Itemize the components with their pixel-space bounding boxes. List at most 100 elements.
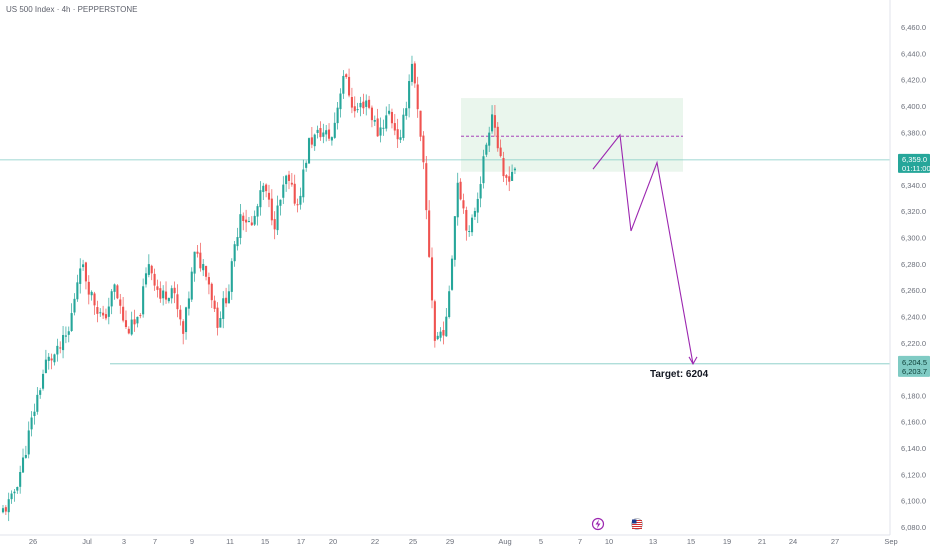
candle[interactable] [127, 326, 130, 335]
candle[interactable] [485, 142, 488, 158]
candle[interactable] [247, 217, 251, 223]
candle[interactable] [305, 160, 308, 172]
candle[interactable] [207, 272, 210, 295]
candle[interactable] [282, 176, 285, 205]
candle[interactable] [1, 505, 5, 514]
candles-layer[interactable] [1, 55, 516, 522]
candle[interactable] [296, 198, 299, 213]
candle[interactable] [473, 207, 476, 221]
candle[interactable] [216, 302, 219, 336]
candle[interactable] [508, 166, 511, 192]
candle[interactable] [345, 73, 348, 79]
candle[interactable] [179, 305, 182, 326]
candle[interactable] [64, 326, 67, 344]
candle[interactable] [256, 203, 259, 226]
candle[interactable] [399, 129, 402, 143]
candle[interactable] [13, 488, 16, 502]
candle[interactable] [73, 293, 76, 316]
candle[interactable] [428, 200, 431, 259]
candle[interactable] [322, 123, 325, 144]
candle[interactable] [76, 274, 79, 302]
candle[interactable] [87, 275, 90, 305]
candle[interactable] [176, 284, 179, 318]
candle[interactable] [19, 465, 22, 494]
candle[interactable] [70, 303, 73, 332]
candle[interactable] [265, 183, 268, 198]
candle[interactable] [16, 486, 19, 494]
us-flag-icon[interactable] [631, 518, 643, 530]
candle[interactable] [93, 291, 96, 315]
candle[interactable] [333, 112, 336, 139]
candle[interactable] [356, 102, 359, 113]
candle[interactable] [119, 293, 122, 314]
candle[interactable] [330, 136, 333, 146]
candle[interactable] [453, 215, 456, 267]
candle[interactable] [393, 114, 396, 136]
candle[interactable] [184, 306, 188, 340]
time-axis[interactable]: 26 Jul 3 7 9 11 15 17 20 22 25 29 Aug 5 7 10 13 15 19 21 24 2… [0, 534, 898, 546]
candle[interactable] [47, 353, 50, 370]
candle[interactable] [159, 281, 162, 303]
candle[interactable] [196, 245, 199, 258]
candle[interactable] [153, 268, 156, 291]
candle[interactable] [90, 290, 93, 301]
candle[interactable] [4, 505, 7, 516]
candle[interactable] [227, 284, 230, 304]
candle[interactable] [491, 105, 494, 134]
candle[interactable] [10, 490, 13, 504]
candle[interactable] [285, 174, 288, 192]
candle[interactable] [53, 353, 56, 366]
candle[interactable] [325, 124, 328, 142]
candle[interactable] [270, 189, 273, 226]
candle[interactable] [287, 170, 291, 190]
candle[interactable] [213, 295, 216, 313]
candle[interactable] [408, 74, 411, 118]
candle[interactable] [33, 403, 36, 425]
candle[interactable] [513, 167, 516, 175]
candle[interactable] [416, 76, 419, 118]
candle[interactable] [142, 278, 145, 318]
candle[interactable] [67, 326, 70, 343]
candle[interactable] [124, 310, 128, 330]
candle[interactable] [465, 206, 468, 241]
candle[interactable] [182, 319, 185, 345]
candle[interactable] [187, 291, 190, 316]
candle[interactable] [493, 105, 496, 137]
candle[interactable] [62, 326, 65, 359]
candle[interactable] [342, 70, 345, 99]
candle[interactable] [24, 445, 27, 459]
candle[interactable] [348, 68, 351, 98]
candle[interactable] [44, 349, 47, 374]
candle[interactable] [170, 285, 173, 304]
candle[interactable] [419, 110, 422, 142]
candle[interactable] [267, 184, 271, 208]
candle[interactable] [430, 247, 434, 309]
candle[interactable] [336, 102, 339, 130]
candle[interactable] [242, 212, 245, 231]
candle[interactable] [448, 285, 451, 319]
candle[interactable] [150, 264, 153, 281]
candle[interactable] [36, 387, 39, 415]
candle[interactable] [359, 96, 362, 117]
candle[interactable] [110, 288, 113, 315]
candle[interactable] [511, 164, 514, 182]
candle[interactable] [496, 122, 499, 152]
candle[interactable] [299, 187, 302, 210]
candle[interactable] [413, 61, 416, 88]
candle[interactable] [476, 192, 479, 224]
candle[interactable] [250, 216, 253, 226]
candle[interactable] [450, 255, 454, 291]
candle[interactable] [136, 316, 139, 328]
candle[interactable] [470, 214, 474, 237]
candle[interactable] [113, 283, 116, 300]
candle[interactable] [376, 108, 379, 137]
candle[interactable] [502, 151, 505, 183]
candle[interactable] [488, 126, 491, 152]
candle[interactable] [230, 258, 233, 300]
candle[interactable] [350, 87, 353, 114]
candle[interactable] [385, 106, 388, 132]
candle[interactable] [147, 254, 150, 278]
candle[interactable] [79, 258, 82, 294]
candle[interactable] [59, 341, 62, 354]
